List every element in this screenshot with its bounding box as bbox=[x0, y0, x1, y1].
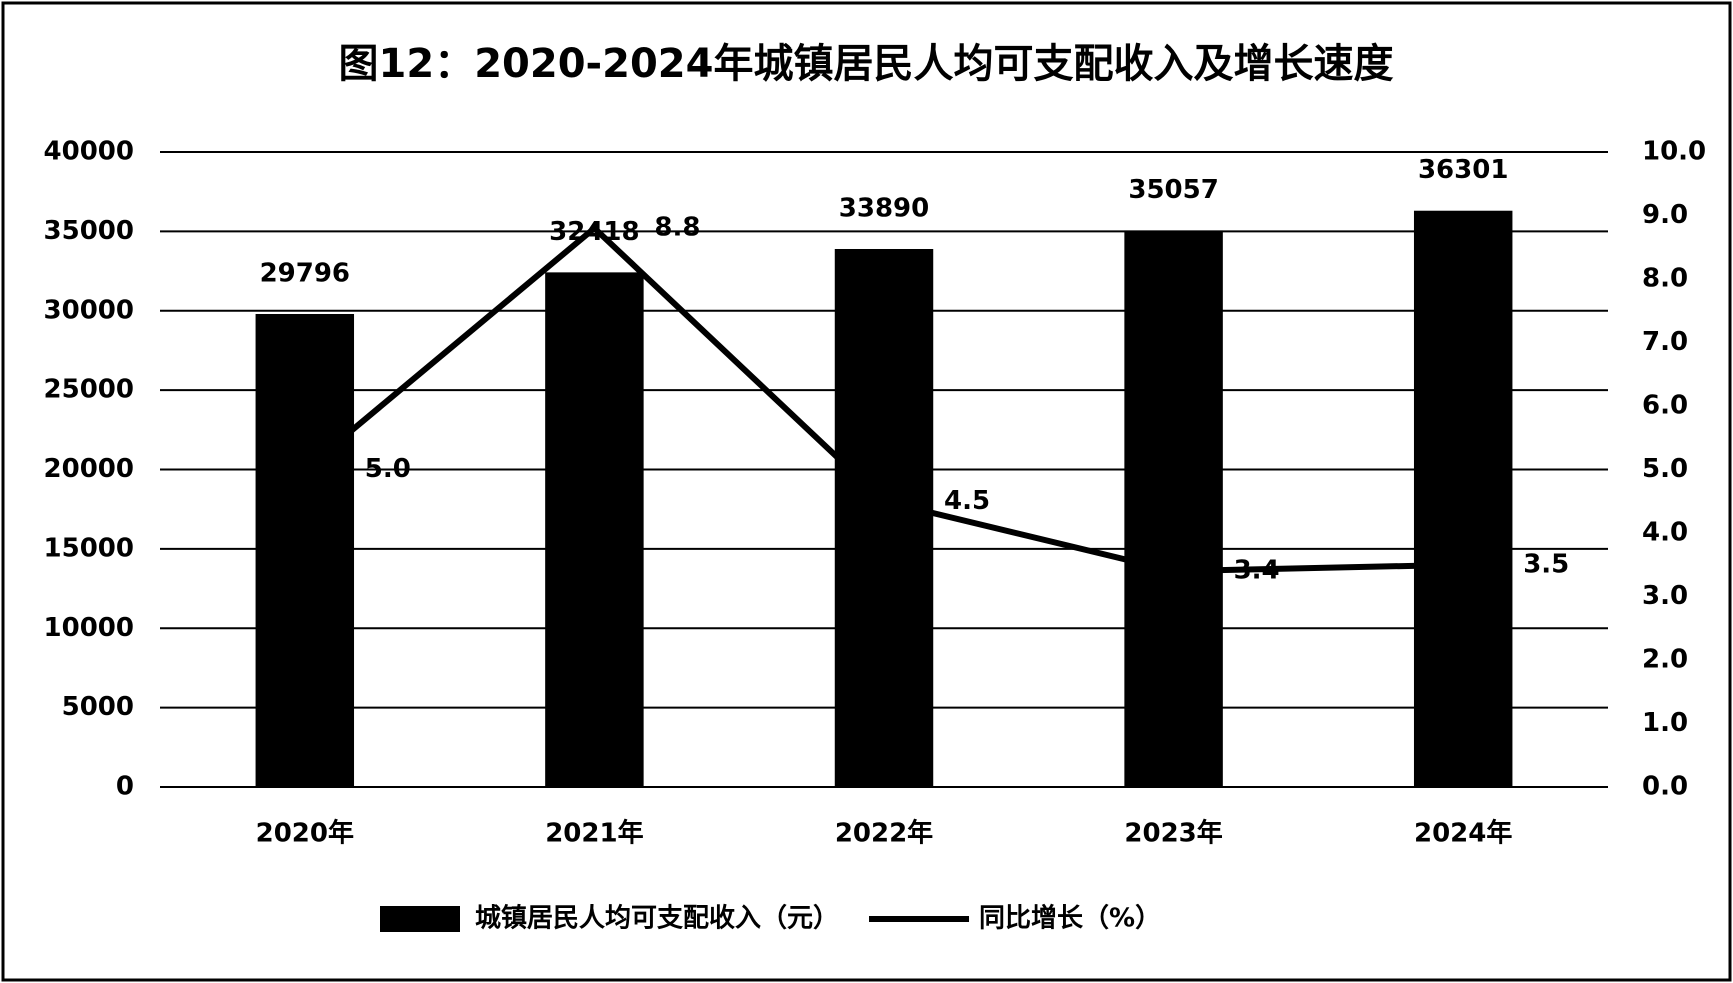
x-tick-label: 2023年 bbox=[1124, 818, 1222, 849]
y-tick-label: 25000 bbox=[44, 375, 134, 405]
bar-value-label: 33890 bbox=[839, 193, 929, 223]
y-tick-label: 35000 bbox=[44, 216, 134, 246]
y-tick-label: 30000 bbox=[44, 295, 134, 325]
bar bbox=[834, 248, 934, 788]
y2-tick-label: 0.0 bbox=[1642, 772, 1688, 802]
bar-value-label: 35057 bbox=[1128, 175, 1218, 205]
y-tick-label: 40000 bbox=[44, 137, 134, 167]
y-tick-label: 10000 bbox=[44, 613, 134, 643]
y2-tick-label: 3.0 bbox=[1642, 581, 1688, 611]
bar-value-label: 29796 bbox=[260, 258, 350, 288]
x-tick-label: 2020年 bbox=[256, 818, 354, 849]
line-value-label: 4.5 bbox=[944, 486, 990, 516]
line-value-label: 5.0 bbox=[365, 454, 411, 484]
y-tick-label: 20000 bbox=[44, 454, 134, 484]
y2-tick-label: 2.0 bbox=[1642, 645, 1688, 675]
x-tick-label: 2024年 bbox=[1414, 818, 1512, 849]
legend-label: 城镇居民人均可支配收入（元） bbox=[475, 904, 839, 934]
x-tick-label: 2021年 bbox=[545, 818, 643, 849]
x-tick-label: 2022年 bbox=[835, 818, 933, 849]
y2-tick-label: 1.0 bbox=[1642, 708, 1688, 738]
y2-tick-label: 10.0 bbox=[1642, 137, 1706, 167]
line-value-label: 8.8 bbox=[654, 213, 700, 243]
y2-tick-label: 4.0 bbox=[1642, 518, 1688, 548]
bar bbox=[255, 313, 355, 787]
y2-tick-label: 8.0 bbox=[1642, 264, 1688, 294]
y-tick-label: 0 bbox=[116, 772, 134, 802]
bar-value-label: 36301 bbox=[1418, 155, 1508, 185]
bar bbox=[545, 272, 644, 787]
y2-tick-label: 9.0 bbox=[1642, 200, 1688, 230]
line-value-label: 3.4 bbox=[1234, 556, 1280, 586]
y2-tick-label: 5.0 bbox=[1642, 454, 1688, 484]
line-series bbox=[302, 224, 1464, 575]
line-value-label: 3.5 bbox=[1523, 549, 1569, 579]
bar bbox=[1124, 230, 1223, 788]
y2-tick-label: 7.0 bbox=[1642, 327, 1688, 357]
y2-tick-label: 6.0 bbox=[1642, 391, 1688, 421]
legend-label: 同比增长（%） bbox=[979, 903, 1161, 934]
y-tick-label: 15000 bbox=[44, 533, 134, 563]
bar bbox=[1413, 210, 1513, 787]
legend-swatch bbox=[380, 906, 460, 932]
chart-title: 图12：2020-2024年城镇居民人均可支配收入及增长速度 bbox=[339, 41, 1394, 87]
y-tick-label: 5000 bbox=[62, 692, 134, 722]
